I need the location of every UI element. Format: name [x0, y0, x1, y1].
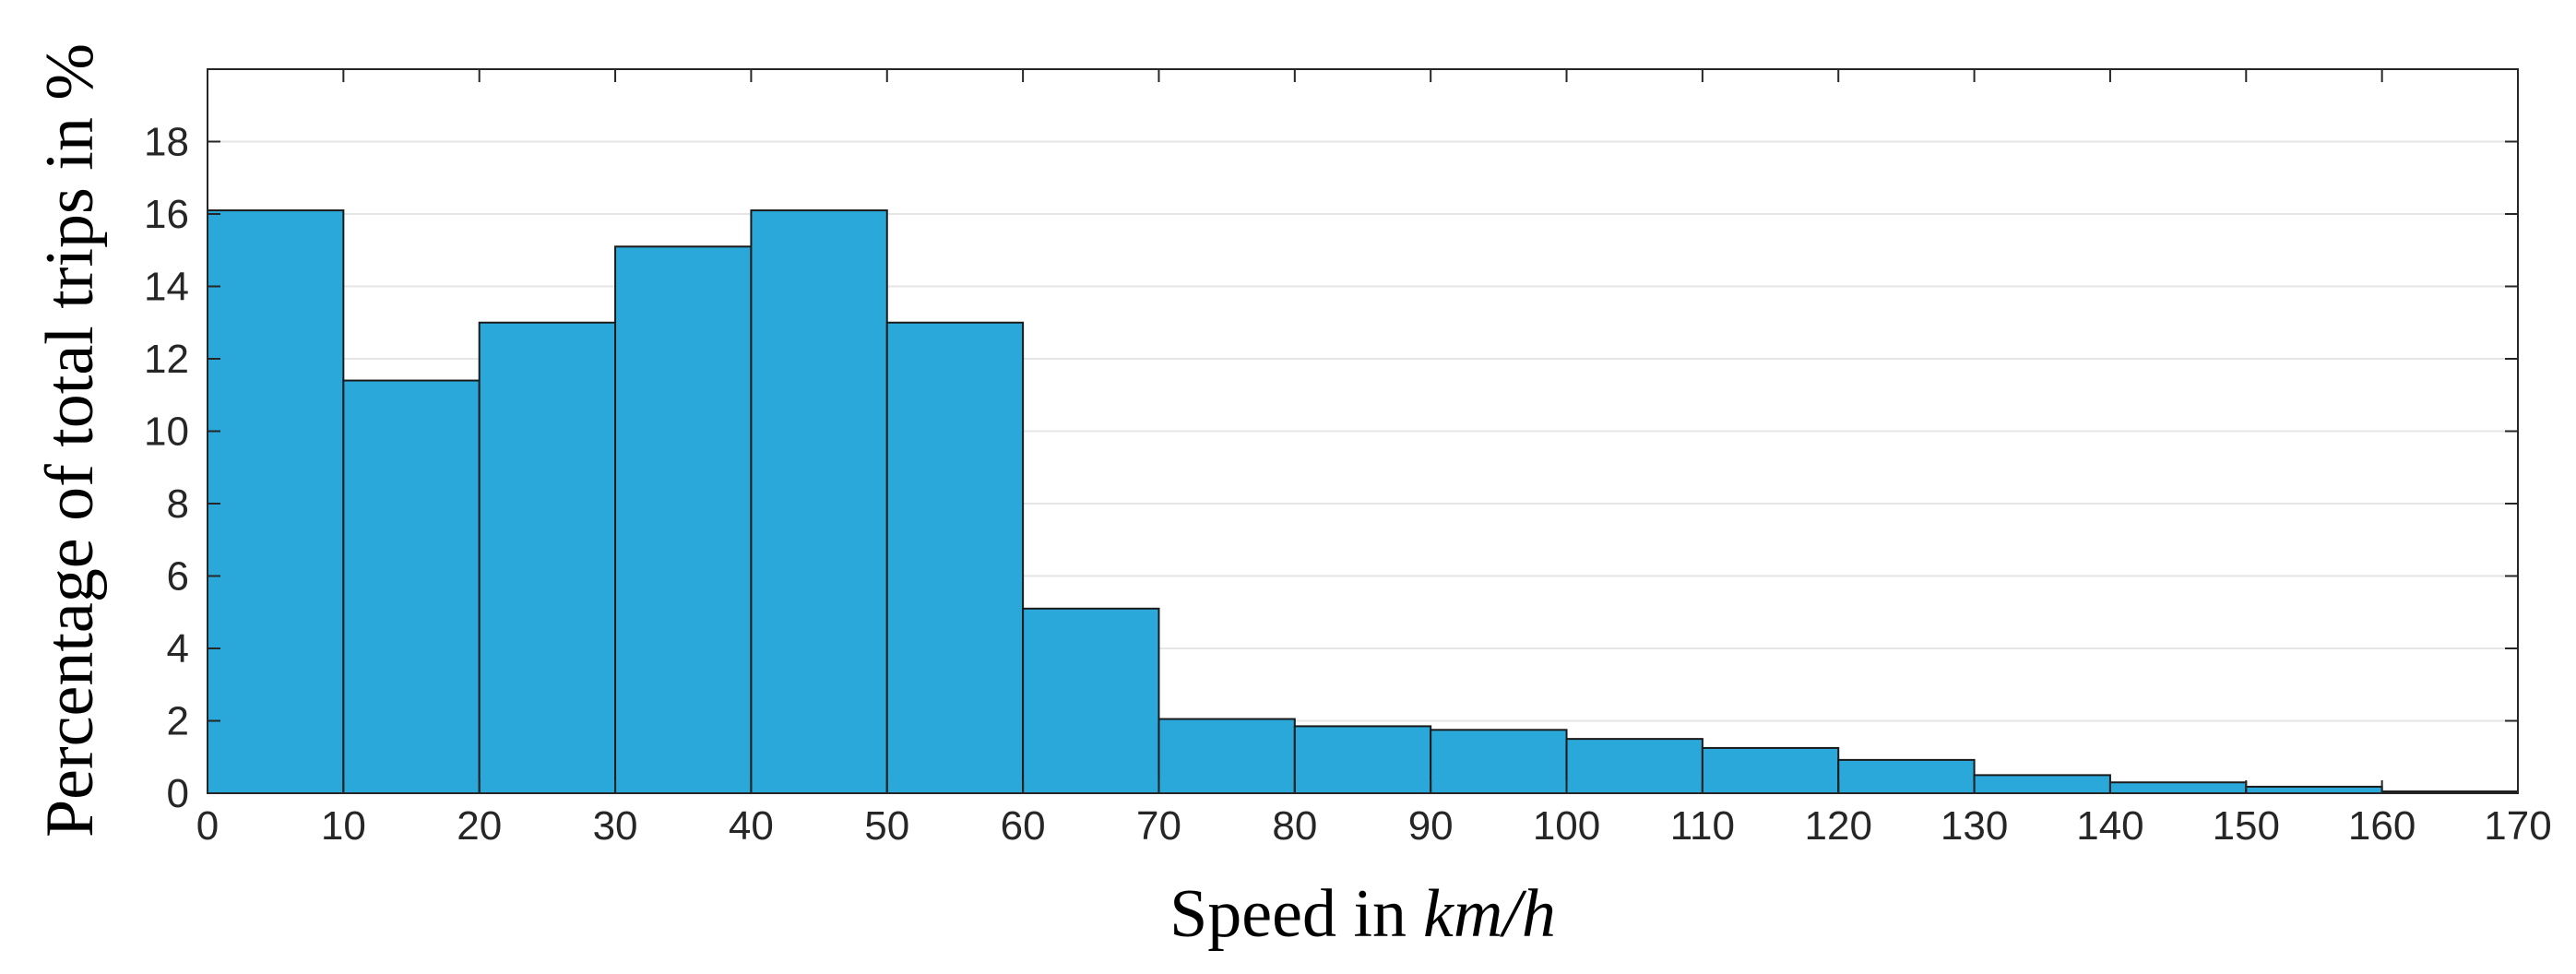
histogram-bar [885, 321, 1025, 794]
histogram-bar [207, 209, 345, 794]
x-tick-label: 130 [1941, 803, 2008, 849]
histogram-bar [342, 379, 481, 794]
y-tick-label: 16 [144, 192, 189, 237]
y-tick-label: 0 [167, 771, 189, 816]
x-tick-label: 0 [196, 803, 219, 849]
histogram-bar [1701, 746, 1840, 794]
x-tick-label: 160 [2348, 803, 2416, 849]
y-axis-ticks: 0 2 4 6 8 10 12 14 16 18 [144, 120, 2518, 816]
y-tick-label: 12 [144, 337, 189, 382]
histogram-bar [1022, 607, 1160, 795]
x-tick-label: 100 [1533, 803, 1600, 849]
y-tick-label: 8 [167, 481, 189, 527]
y-tick-label: 18 [144, 120, 189, 165]
x-axis-ticks: 0 10 20 30 40 50 60 70 80 90 100 110 120 130 140 150 160… [196, 69, 2552, 849]
x-tick-label: 50 [864, 803, 909, 849]
histogram-bar [1837, 758, 1976, 795]
x-tick-label: 140 [2076, 803, 2143, 849]
histogram-bar [1565, 738, 1703, 794]
histogram-bar [1157, 718, 1296, 794]
x-tick-label: 170 [2484, 803, 2551, 849]
y-tick-label: 4 [167, 626, 189, 671]
y-axis-title: Percentage of total trips in % [32, 43, 108, 837]
histogram-bars [207, 209, 2519, 795]
x-axis-title: Speed in km/h [1169, 876, 1556, 952]
histogram-bar [478, 321, 617, 794]
x-axis-title-unit: km/h [1423, 876, 1556, 952]
histogram-bar [2108, 781, 2248, 794]
x-tick-label: 120 [1805, 803, 1872, 849]
x-tick-label: 70 [1136, 803, 1181, 849]
histogram-bar [750, 209, 888, 794]
y-tick-label: 14 [144, 265, 189, 310]
y-tick-label: 10 [144, 410, 189, 455]
x-tick-label: 150 [2213, 803, 2280, 849]
x-tick-label: 80 [1272, 803, 1317, 849]
x-tick-label: 40 [729, 803, 774, 849]
x-tick-label: 10 [321, 803, 366, 849]
y-tick-label: 2 [167, 699, 189, 744]
x-tick-label: 20 [457, 803, 502, 849]
x-tick-label: 60 [1001, 803, 1046, 849]
x-axis-title-text: Speed in [1169, 876, 1407, 952]
histogram-bar [614, 245, 753, 794]
y-tick-label: 6 [167, 554, 189, 600]
histogram-bar [2245, 785, 2383, 794]
histogram-bar [1430, 729, 1568, 794]
x-tick-label: 30 [593, 803, 638, 849]
histogram-bar [1293, 725, 1432, 795]
x-tick-label: 110 [1670, 803, 1735, 849]
histogram-bar [1973, 774, 2111, 794]
x-tick-label: 90 [1408, 803, 1454, 849]
